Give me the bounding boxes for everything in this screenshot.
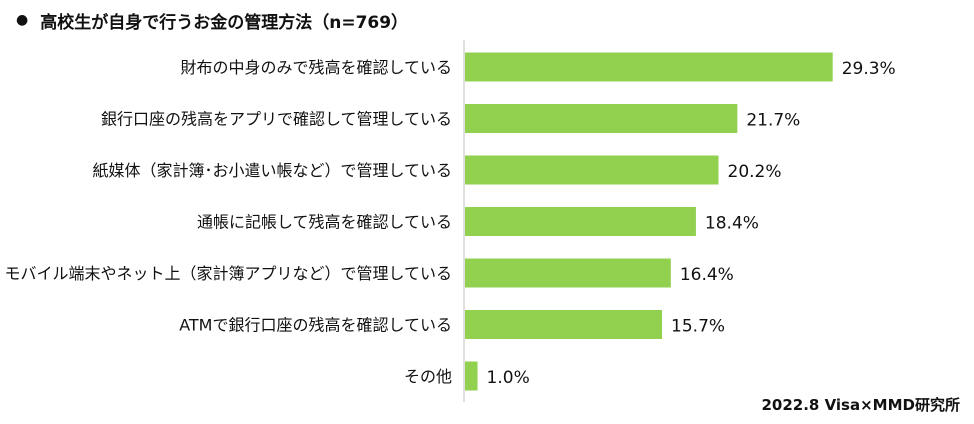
bar	[465, 207, 696, 236]
source-credit: 2022.8 Visa×MMD研究所	[761, 396, 960, 414]
bar	[465, 52, 833, 82]
category-label: ATMで銀行口座の残高を確認している	[179, 316, 452, 335]
value-label: 1.0%	[487, 368, 530, 388]
bar	[465, 104, 738, 133]
bar	[465, 361, 478, 391]
category-label: 紙媒体（家計簿･お小遣い帳など）で管理している	[92, 161, 452, 180]
value-label: 15.7%	[671, 317, 725, 337]
category-label: 通帳に記帳して残高を確認している	[197, 213, 452, 232]
value-label: 16.4%	[680, 265, 734, 285]
chart-title-text: 高校生が自身で行うお金の管理方法（n=769）	[40, 12, 409, 33]
category-label: 財布の中身のみで残高を確認している	[180, 58, 452, 77]
category-label: モバイル端末やネット上（家計簿アプリなど）で管理している	[4, 264, 452, 283]
value-label: 29.3%	[842, 59, 896, 79]
value-label: 20.2%	[728, 162, 782, 182]
value-label: 18.4%	[705, 214, 759, 234]
bullet-icon: ●	[16, 12, 29, 28]
value-label: 21.7%	[746, 111, 800, 131]
bar	[465, 258, 671, 288]
bar	[465, 310, 663, 339]
category-label: その他	[404, 367, 452, 386]
chart-title: ● 高校生が自身で行うお金の管理方法（n=769）	[16, 6, 408, 34]
category-label: 銀行口座の残高をアプリで確認して管理している	[101, 110, 452, 129]
bar	[465, 155, 719, 185]
